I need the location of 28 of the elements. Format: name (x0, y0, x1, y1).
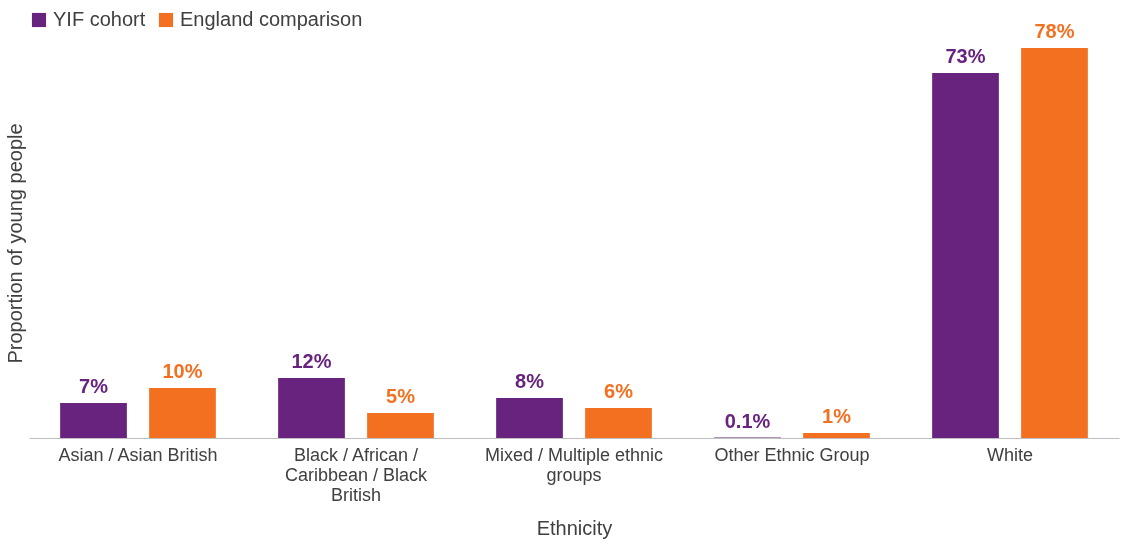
data-label: 1% (822, 405, 852, 427)
data-label: 12% (291, 350, 332, 372)
bar (367, 413, 434, 438)
data-label: 7% (79, 375, 109, 397)
bar (803, 433, 870, 438)
x-tick-label: Asian / Asian British (58, 444, 218, 465)
y-axis-title: Proportion of young people (3, 123, 26, 364)
bar (278, 378, 345, 438)
legend-label: England comparison (180, 8, 363, 30)
bar (496, 398, 563, 438)
bar (60, 403, 127, 438)
bar (1021, 48, 1088, 438)
data-label: 5% (386, 385, 416, 407)
data-label: 6% (604, 380, 634, 402)
x-tick-label: Mixed / Multiple ethnic groups (484, 444, 664, 485)
bar (585, 408, 652, 438)
bar (149, 388, 216, 438)
data-label: 0.1% (724, 409, 771, 432)
x-tick-label: Other Ethnic Group (714, 444, 870, 465)
data-label: 8% (515, 370, 545, 392)
x-tick-label: White (986, 444, 1034, 465)
data-label: 10% (162, 360, 203, 382)
x-tick-label: Black / African / Caribbean / Black British (284, 444, 429, 505)
data-label: 73% (945, 45, 986, 67)
data-label: 78% (1034, 20, 1075, 42)
x-axis-title: Ethnicity (536, 516, 613, 539)
legend-label: YIF cohort (53, 8, 146, 30)
bar (932, 73, 999, 438)
